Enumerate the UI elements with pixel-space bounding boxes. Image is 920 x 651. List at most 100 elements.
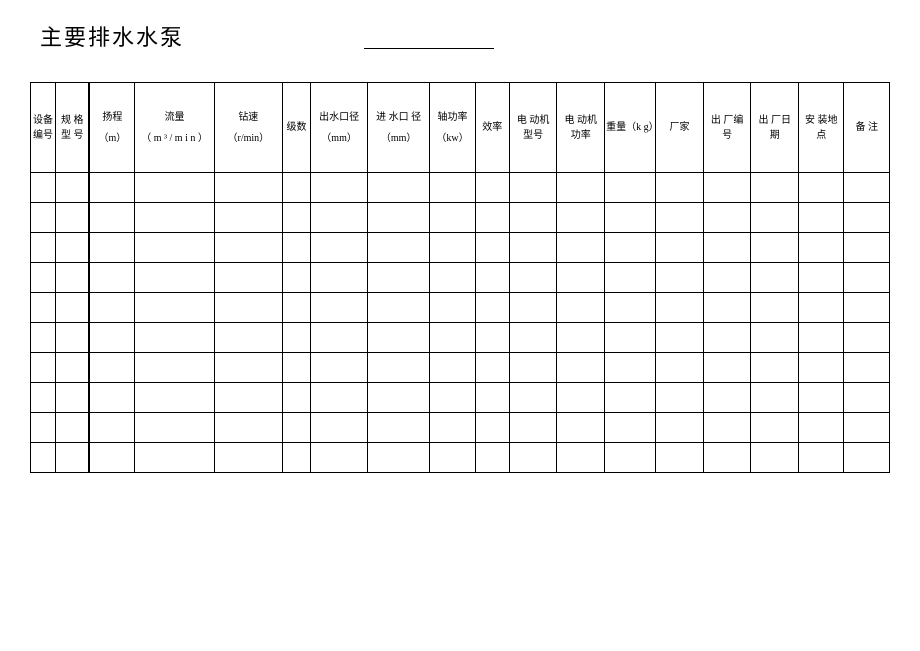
table-cell bbox=[557, 173, 605, 203]
table-cell bbox=[282, 263, 310, 293]
table-cell bbox=[214, 173, 282, 203]
col-label: 重量（k g） bbox=[606, 120, 654, 135]
table-cell bbox=[557, 293, 605, 323]
title-row: 主要排水水泵 bbox=[30, 20, 890, 52]
table-cell bbox=[311, 293, 368, 323]
table-row bbox=[31, 203, 890, 233]
table-cell bbox=[751, 263, 799, 293]
table-cell bbox=[430, 173, 475, 203]
table-cell bbox=[214, 443, 282, 473]
col-label: 电 动机 功率 bbox=[558, 113, 603, 143]
table-cell bbox=[703, 443, 751, 473]
table-cell bbox=[799, 413, 844, 443]
table-cell bbox=[799, 443, 844, 473]
table-cell bbox=[751, 383, 799, 413]
table-cell bbox=[214, 323, 282, 353]
table-cell bbox=[844, 173, 890, 203]
table-cell bbox=[55, 263, 89, 293]
table-cell bbox=[367, 203, 429, 233]
table-cell bbox=[509, 263, 557, 293]
table-cell bbox=[557, 353, 605, 383]
table-cell bbox=[475, 263, 509, 293]
pump-spec-table: 设备编号规 格型 号扬程（m）流量（ m ³ / m i n ）钻速（r/min… bbox=[30, 82, 890, 473]
table-cell bbox=[55, 293, 89, 323]
table-cell bbox=[31, 293, 56, 323]
col-header-2: 扬程（m） bbox=[89, 83, 134, 173]
table-cell bbox=[703, 293, 751, 323]
col-label: 设备编号 bbox=[32, 113, 54, 143]
table-cell bbox=[509, 203, 557, 233]
table-row bbox=[31, 293, 890, 323]
table-cell bbox=[605, 233, 656, 263]
table-cell bbox=[89, 413, 134, 443]
table-cell bbox=[656, 233, 704, 263]
col-label: 规 格型 号 bbox=[57, 113, 88, 143]
table-cell bbox=[656, 353, 704, 383]
table-cell bbox=[430, 233, 475, 263]
col-unit: （r/min） bbox=[216, 131, 281, 146]
table-cell bbox=[751, 173, 799, 203]
col-header-16: 安 装地 点 bbox=[799, 83, 844, 173]
table-cell bbox=[844, 383, 890, 413]
table-cell bbox=[656, 443, 704, 473]
table-cell bbox=[557, 383, 605, 413]
table-cell bbox=[89, 233, 134, 263]
table-cell bbox=[282, 443, 310, 473]
table-cell bbox=[703, 233, 751, 263]
col-label: 出 厂编 号 bbox=[705, 113, 750, 143]
table-cell bbox=[557, 323, 605, 353]
table-cell bbox=[509, 353, 557, 383]
col-label: 厂家 bbox=[657, 120, 702, 135]
table-cell bbox=[844, 443, 890, 473]
table-cell bbox=[656, 263, 704, 293]
table-cell bbox=[751, 443, 799, 473]
table-cell bbox=[367, 233, 429, 263]
table-cell bbox=[475, 173, 509, 203]
table-cell bbox=[475, 383, 509, 413]
col-header-6: 出水口径（mm） bbox=[311, 83, 368, 173]
table-cell bbox=[55, 383, 89, 413]
col-header-3: 流量 （ m ³ / m i n ） bbox=[135, 83, 214, 173]
table-header-row: 设备编号规 格型 号扬程（m）流量（ m ³ / m i n ）钻速（r/min… bbox=[31, 83, 890, 173]
table-cell bbox=[656, 173, 704, 203]
table-cell bbox=[703, 323, 751, 353]
table-cell bbox=[605, 173, 656, 203]
col-header-14: 出 厂编 号 bbox=[703, 83, 751, 173]
table-cell bbox=[31, 383, 56, 413]
page-title: 主要排水水泵 bbox=[40, 20, 184, 52]
col-header-12: 重量（k g） bbox=[605, 83, 656, 173]
table-cell bbox=[311, 323, 368, 353]
table-cell bbox=[311, 233, 368, 263]
table-cell bbox=[311, 173, 368, 203]
table-cell bbox=[135, 443, 214, 473]
table-cell bbox=[55, 413, 89, 443]
col-label: 流量 bbox=[136, 110, 212, 125]
table-cell bbox=[799, 263, 844, 293]
table-cell bbox=[89, 353, 134, 383]
table-cell bbox=[311, 413, 368, 443]
table-cell bbox=[135, 353, 214, 383]
table-cell bbox=[89, 203, 134, 233]
table-cell bbox=[605, 353, 656, 383]
table-cell bbox=[799, 293, 844, 323]
table-row bbox=[31, 173, 890, 203]
table-cell bbox=[751, 353, 799, 383]
table-cell bbox=[135, 173, 214, 203]
table-cell bbox=[844, 263, 890, 293]
col-unit: （ m ³ / m i n ） bbox=[136, 131, 212, 146]
table-cell bbox=[656, 323, 704, 353]
table-cell bbox=[282, 293, 310, 323]
table-cell bbox=[55, 173, 89, 203]
table-row bbox=[31, 323, 890, 353]
table-cell bbox=[430, 353, 475, 383]
col-header-11: 电 动机 功率 bbox=[557, 83, 605, 173]
table-cell bbox=[844, 293, 890, 323]
table-cell bbox=[656, 293, 704, 323]
table-cell bbox=[282, 173, 310, 203]
table-cell bbox=[31, 263, 56, 293]
table-cell bbox=[703, 263, 751, 293]
col-unit: （mm） bbox=[369, 131, 428, 146]
table-cell bbox=[135, 413, 214, 443]
col-label: 安 装地 点 bbox=[800, 113, 842, 143]
table-cell bbox=[605, 323, 656, 353]
